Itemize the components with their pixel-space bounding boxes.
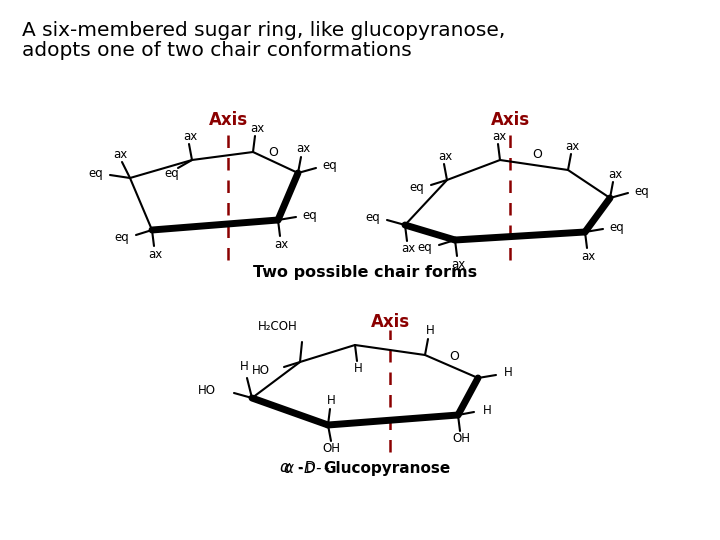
Text: ax: ax: [148, 247, 162, 260]
Text: OH: OH: [322, 442, 340, 456]
Text: ax: ax: [250, 122, 264, 134]
Text: D: D: [305, 462, 315, 475]
Text: OH: OH: [452, 433, 470, 446]
Text: O: O: [532, 148, 542, 161]
Text: adopts one of two chair conformations: adopts one of two chair conformations: [22, 41, 412, 60]
Text: H₂COH: H₂COH: [258, 320, 298, 333]
Text: HO: HO: [198, 384, 216, 397]
Text: eq: eq: [165, 167, 179, 180]
Text: eq: eq: [323, 159, 338, 172]
Text: H: H: [240, 360, 248, 373]
Text: Axis: Axis: [370, 313, 410, 331]
Text: ax: ax: [401, 242, 415, 255]
Text: ax: ax: [492, 130, 506, 143]
Text: eq: eq: [366, 212, 380, 225]
Text: ax: ax: [451, 258, 465, 271]
Text: H: H: [482, 403, 491, 416]
Text: ax: ax: [296, 143, 310, 156]
Text: ax: ax: [581, 249, 595, 262]
Text: H: H: [426, 325, 434, 338]
Text: H: H: [354, 362, 362, 375]
Text: ax: ax: [608, 167, 622, 180]
Text: Axis: Axis: [208, 111, 248, 129]
Text: eq: eq: [410, 180, 424, 193]
Text: eq: eq: [634, 185, 649, 198]
Text: $\alpha$ -D-: $\alpha$ -D-: [283, 460, 322, 476]
Text: ax: ax: [565, 139, 579, 152]
Text: A six-membered sugar ring, like glucopyranose,: A six-membered sugar ring, like glucopyr…: [22, 21, 505, 40]
Text: ax: ax: [113, 147, 127, 160]
Text: eq: eq: [302, 208, 318, 221]
Text: O: O: [449, 350, 459, 363]
Text: H: H: [503, 367, 513, 380]
Text: $\alpha$: $\alpha$: [279, 461, 291, 476]
Text: eq: eq: [89, 166, 104, 179]
Text: Glucopyranose: Glucopyranose: [323, 461, 450, 476]
Text: -: -: [323, 461, 329, 476]
Text: HO: HO: [252, 363, 270, 376]
Text: eq: eq: [418, 240, 433, 253]
Text: ax: ax: [183, 130, 197, 143]
Text: Axis: Axis: [490, 111, 530, 129]
Text: O: O: [268, 146, 278, 159]
Text: H: H: [327, 395, 336, 408]
Text: -: -: [293, 461, 303, 476]
Text: ax: ax: [274, 238, 288, 251]
Text: ax: ax: [438, 150, 452, 163]
Text: eq: eq: [114, 231, 130, 244]
Text: eq: eq: [610, 220, 624, 233]
Text: Two possible chair forms: Two possible chair forms: [253, 266, 477, 280]
